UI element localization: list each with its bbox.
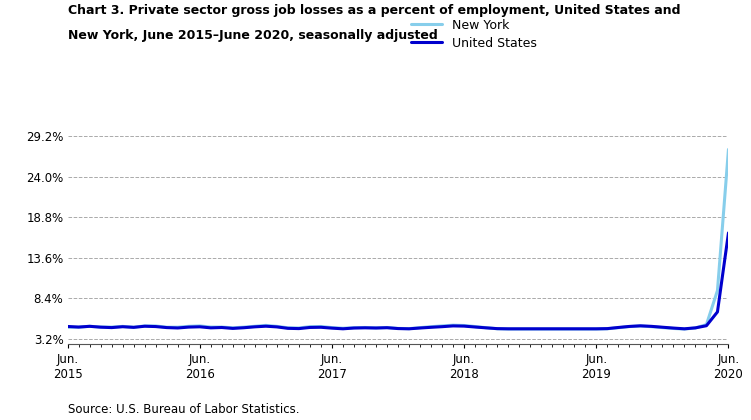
- Legend: New York, United States: New York, United States: [411, 18, 537, 50]
- Text: Source: U.S. Bureau of Labor Statistics.: Source: U.S. Bureau of Labor Statistics.: [68, 403, 299, 416]
- New York: [217, 325, 226, 330]
- United States: [217, 325, 226, 330]
- New York: [647, 324, 656, 329]
- United States: [195, 324, 204, 329]
- New York: [195, 323, 204, 328]
- United States: [724, 230, 733, 235]
- New York: [724, 147, 733, 152]
- United States: [63, 324, 72, 329]
- New York: [415, 325, 424, 330]
- New York: [294, 326, 303, 331]
- New York: [63, 325, 72, 330]
- Text: Chart 3. Private sector gross job losses as a percent of employment, United Stat: Chart 3. Private sector gross job losses…: [68, 4, 680, 17]
- United States: [427, 325, 436, 330]
- New York: [460, 323, 469, 328]
- New York: [504, 326, 513, 331]
- Text: New York, June 2015–June 2020, seasonally adjusted: New York, June 2015–June 2020, seasonall…: [68, 29, 437, 42]
- Line: New York: New York: [68, 150, 728, 329]
- United States: [647, 324, 656, 329]
- Line: United States: United States: [68, 233, 728, 329]
- United States: [294, 326, 303, 331]
- United States: [471, 325, 480, 330]
- United States: [339, 326, 348, 331]
